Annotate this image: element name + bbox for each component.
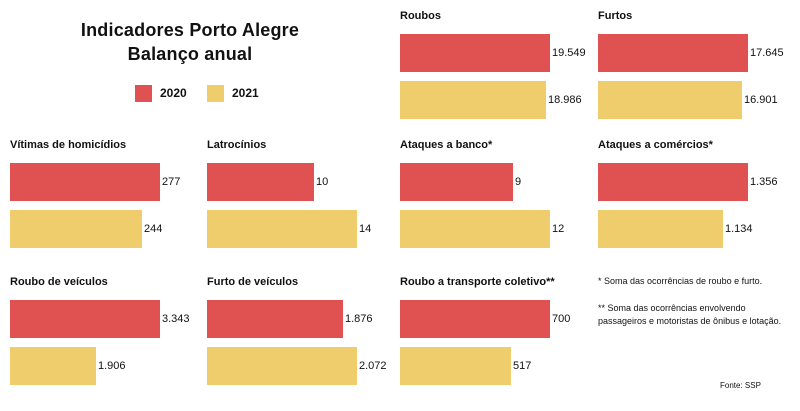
panel-title: Furto de veículos	[207, 276, 299, 288]
bar-2020	[400, 163, 513, 201]
panel-title: Roubo a transporte coletivo**	[400, 276, 555, 288]
bar-value-label-2020: 1.356	[750, 176, 778, 188]
bar-value-label-2021: 16.901	[744, 94, 778, 106]
panel-roubos: Roubos 19.549 18.986	[400, 10, 590, 122]
bar-2021	[10, 210, 142, 248]
panel-title: Furtos	[598, 10, 633, 22]
bar-value-label-2020: 17.645	[750, 47, 784, 59]
bar-value-label-2021: 12	[552, 223, 565, 235]
source-credit: Fonte: SSP	[720, 381, 761, 390]
bar-2020	[207, 300, 343, 338]
panel-roubo-de-veiculos: Roubo de veículos 3.343 1.906	[10, 276, 200, 388]
bar-value-label-2021: 18.986	[548, 94, 582, 106]
bar-value-label-2021: 2.072	[359, 360, 387, 372]
panel-ataques-a-comercios: Ataques a comércios* 1.356 1.134	[598, 139, 788, 251]
panel-title: Roubos	[400, 10, 441, 22]
panel-vitimas-de-homicidios: Vítimas de homicídios 277 244	[10, 139, 200, 251]
bar-value-label-2020: 700	[552, 313, 571, 325]
bar-value-label-2020: 19.549	[552, 47, 586, 59]
bar-value-label-2020: 1.876	[345, 313, 373, 325]
legend-label-2021: 2021	[232, 86, 259, 100]
bar-2021	[400, 81, 546, 119]
panel-furtos: Furtos 17.645 16.901	[598, 10, 788, 122]
bar-2020	[400, 300, 550, 338]
bar-value-label-2020: 10	[316, 176, 329, 188]
legend-swatch-2020	[135, 85, 152, 102]
panel-ataques-a-banco: Ataques a banco* 9 12	[400, 139, 590, 251]
panel-roubo-a-transporte-coletivo: Roubo a transporte coletivo** 700 517	[400, 276, 590, 388]
bar-2021	[598, 210, 723, 248]
bar-value-label-2020: 3.343	[162, 313, 190, 325]
bar-2020	[207, 163, 314, 201]
bar-2020	[598, 34, 748, 72]
bar-2020	[10, 300, 160, 338]
bar-2021	[10, 347, 96, 385]
legend-label-2020: 2020	[160, 86, 187, 100]
bar-2021	[207, 347, 357, 385]
panel-latrocinios: Latrocínios 10 14	[207, 139, 397, 251]
panel-title: Latrocínios	[207, 139, 267, 151]
bar-2021	[400, 210, 550, 248]
bar-value-label-2021: 1.134	[725, 223, 753, 235]
bar-value-label-2020: 277	[162, 176, 181, 188]
panel-title: Vítimas de homicídios	[10, 139, 127, 151]
bar-value-label-2021: 1.906	[98, 360, 126, 372]
panel-title: Ataques a comércios*	[598, 139, 713, 151]
bar-2021	[598, 81, 742, 119]
bar-value-label-2020: 9	[515, 176, 522, 188]
panel-title: Ataques a banco*	[400, 139, 493, 151]
chart-title: Indicadores Porto Alegre Balanço anual	[40, 18, 340, 66]
bar-value-label-2021: 244	[144, 223, 163, 235]
footnote-2: ** Soma das ocorrências envolvendo passa…	[598, 302, 782, 327]
bar-value-label-2021: 517	[513, 360, 532, 372]
bar-2020	[598, 163, 748, 201]
footnote-1: * Soma das ocorrências de roubo e furto.	[598, 276, 763, 286]
bar-value-label-2021: 14	[359, 223, 372, 235]
panel-title: Roubo de veículos	[10, 276, 108, 288]
legend-swatch-2021	[207, 85, 224, 102]
bar-2021	[207, 210, 357, 248]
bar-2020	[400, 34, 550, 72]
panel-furto-de-veiculos: Furto de veículos 1.876 2.072	[207, 276, 397, 388]
bar-2021	[400, 347, 511, 385]
title-line-2: Balanço anual	[127, 44, 253, 64]
title-line-1: Indicadores Porto Alegre	[80, 20, 300, 40]
bar-2020	[10, 163, 160, 201]
footnotes: * Soma das ocorrências de roubo e furto.…	[598, 275, 788, 342]
